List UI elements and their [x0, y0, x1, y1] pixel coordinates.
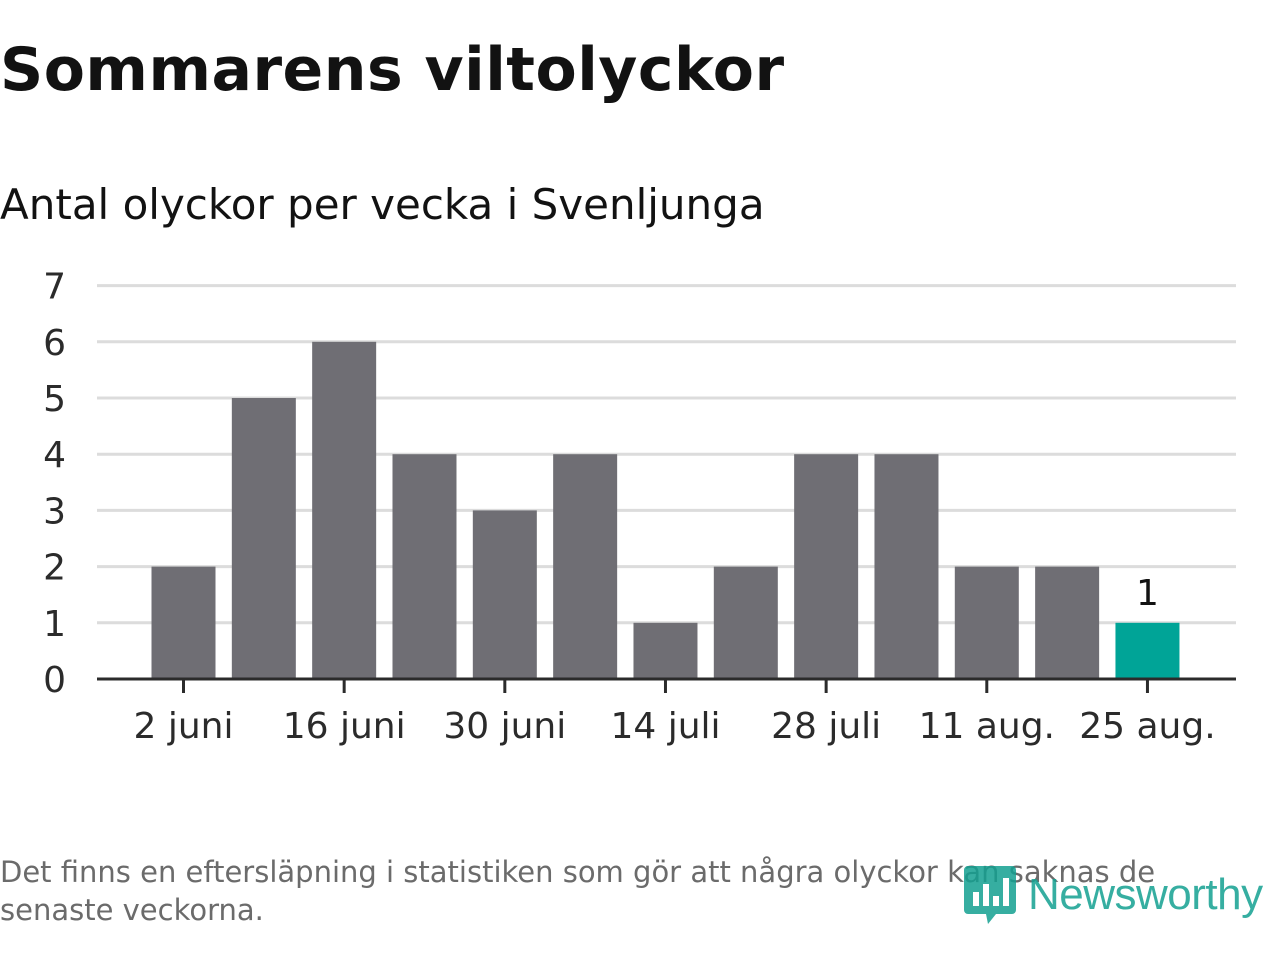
- x-tick-label: 11 aug.: [919, 706, 1055, 747]
- bar: [553, 454, 618, 679]
- bar: [1035, 566, 1100, 679]
- bar: [472, 510, 537, 679]
- y-tick-label: 2: [43, 548, 66, 589]
- y-tick-label: 1: [43, 604, 66, 645]
- newsworthy-logo-icon: [964, 866, 1016, 924]
- bar-chart: 0 1 2 3 4 5 6 7 2 juni 16 juni 30 juni 14 juli 28 j…: [43, 267, 1236, 747]
- data-labels: 1: [1136, 573, 1159, 614]
- x-tick-label: 16 juni: [283, 706, 406, 747]
- y-tick-label: 4: [43, 435, 66, 476]
- bar: [713, 566, 778, 679]
- x-tick-label: 14 juli: [610, 706, 720, 747]
- y-tick-label: 6: [43, 323, 66, 364]
- chart-subtitle: Antal olyckor per vecka i Svenljunga: [0, 180, 765, 229]
- bar: [954, 566, 1019, 679]
- x-tick-label: 30 juni: [443, 706, 566, 747]
- footnote: Det finns en eftersläpning i statistiken…: [0, 855, 1156, 927]
- bar: [794, 454, 859, 679]
- bar: [874, 454, 939, 679]
- y-tick-label: 7: [43, 267, 66, 308]
- newsworthy-logo: Newsworthy: [962, 860, 1263, 930]
- y-axis-ticks: 0 1 2 3 4 5 6 7: [43, 267, 66, 701]
- data-label: 1: [1136, 573, 1159, 614]
- x-tick-label: 28 juli: [771, 706, 881, 747]
- page-title: Sommarens viltolyckor: [0, 35, 785, 105]
- bar-highlighted: [1115, 622, 1180, 679]
- x-tick-label: 2 juni: [134, 706, 234, 747]
- bar: [151, 566, 216, 679]
- x-tick-label: 25 aug.: [1079, 706, 1215, 747]
- bars: [151, 341, 1180, 679]
- y-tick-label: 0: [43, 660, 66, 701]
- y-tick-label: 5: [43, 379, 66, 420]
- newsworthy-logo-text: Newsworthy: [1028, 870, 1263, 919]
- y-tick-label: 3: [43, 491, 66, 532]
- bar: [312, 341, 377, 679]
- bar: [231, 398, 296, 679]
- bar: [392, 454, 457, 679]
- bar: [633, 622, 698, 679]
- x-axis: 2 juni 16 juni 30 juni 14 juli 28 juli 11 aug…: [97, 677, 1236, 747]
